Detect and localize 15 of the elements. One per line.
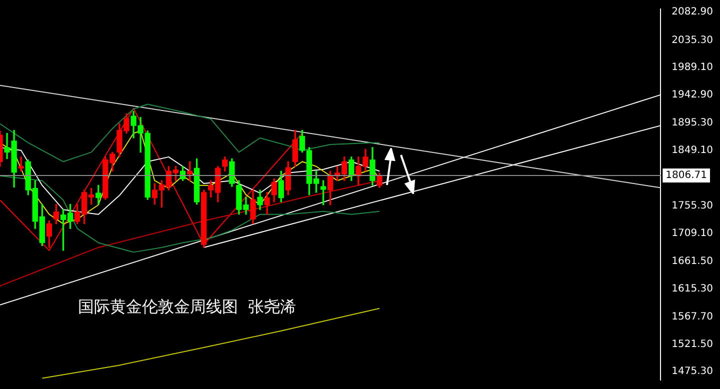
y-tick-label: 2082.90 <box>672 6 714 18</box>
y-tick-label: 1615.30 <box>672 283 714 294</box>
y-tick-label: 1989.10 <box>672 62 714 74</box>
y-tick-label: 1895.30 <box>672 118 714 129</box>
y-tick-label: 1661.50 <box>672 256 714 267</box>
y-tick-label: 1475.30 <box>672 366 714 378</box>
y-tick-label: 1521.50 <box>672 338 714 350</box>
y-tick-label: 1849.10 <box>672 144 714 156</box>
y-tick-label: 1709.10 <box>672 228 714 239</box>
y-tick-label: 1942.90 <box>672 89 714 100</box>
text: 国际黄金伦敦金周线图 张尧浠 <box>78 296 296 316</box>
ref-line-label: 1806.71 <box>666 170 708 182</box>
y-tick-label: 1567.70 <box>672 311 714 322</box>
y-tick-label: 2035.30 <box>672 34 714 46</box>
y-tick-label: 1755.30 <box>672 200 714 212</box>
